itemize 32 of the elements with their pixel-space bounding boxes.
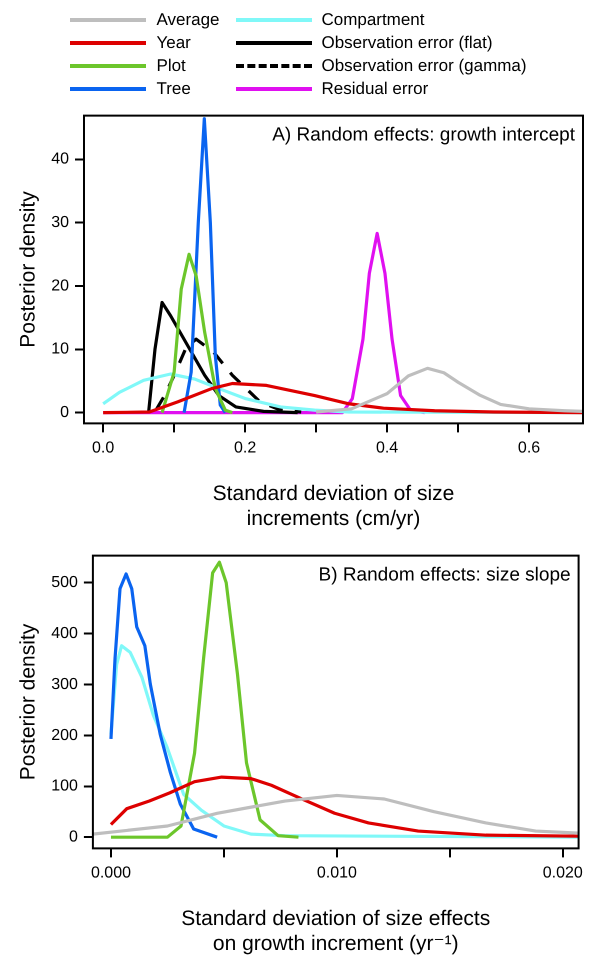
y-tick-label: 20	[51, 277, 70, 294]
x-tick-label: 0.2	[234, 439, 256, 456]
x-tick-label: 0.010	[316, 864, 357, 882]
legend-label: Observation error (gamma)	[322, 56, 527, 76]
legend-label: Residual error	[322, 78, 428, 98]
y-axis-title: Posterior density	[16, 190, 40, 348]
x-tick-label: 0.000	[90, 864, 132, 882]
y-tick-label: 100	[51, 778, 78, 795]
x-axis-title: Standard deviation of size effects on growth increment (yr⁻¹)	[181, 906, 490, 956]
x-tick-label: 0.6	[518, 439, 540, 456]
y-tick-label: 0	[68, 828, 78, 846]
legend-label: Year	[156, 32, 191, 52]
y-tick-label: 500	[51, 574, 78, 591]
y-tick-label: 0	[60, 404, 70, 422]
y-axis-title: Posterior density	[16, 623, 40, 780]
y-tick-label: 40	[51, 150, 70, 168]
y-tick-label: 200	[51, 726, 78, 744]
legend-label: Observation error (flat)	[322, 32, 492, 52]
x-axis-title: Standard deviation of size increments (cm/yr)	[212, 482, 454, 530]
y-tick-label: 300	[51, 676, 78, 693]
y-tick-label: 10	[51, 340, 70, 358]
legend-label: Tree	[156, 78, 191, 98]
x-tick-label: 0.0	[92, 439, 114, 456]
x-tick-label: 0.020	[542, 864, 583, 882]
y-tick-label: 400	[51, 624, 78, 642]
text: B) Random effects: size slope	[318, 564, 571, 586]
y-tick-label: 30	[51, 214, 70, 232]
legend-label: Compartment	[322, 10, 424, 30]
legend-label: Plot	[156, 56, 186, 76]
text: A) Random effects: growth intercept	[272, 124, 576, 146]
x-tick-label: 0.4	[376, 439, 398, 456]
legend-label: Average	[156, 10, 220, 30]
